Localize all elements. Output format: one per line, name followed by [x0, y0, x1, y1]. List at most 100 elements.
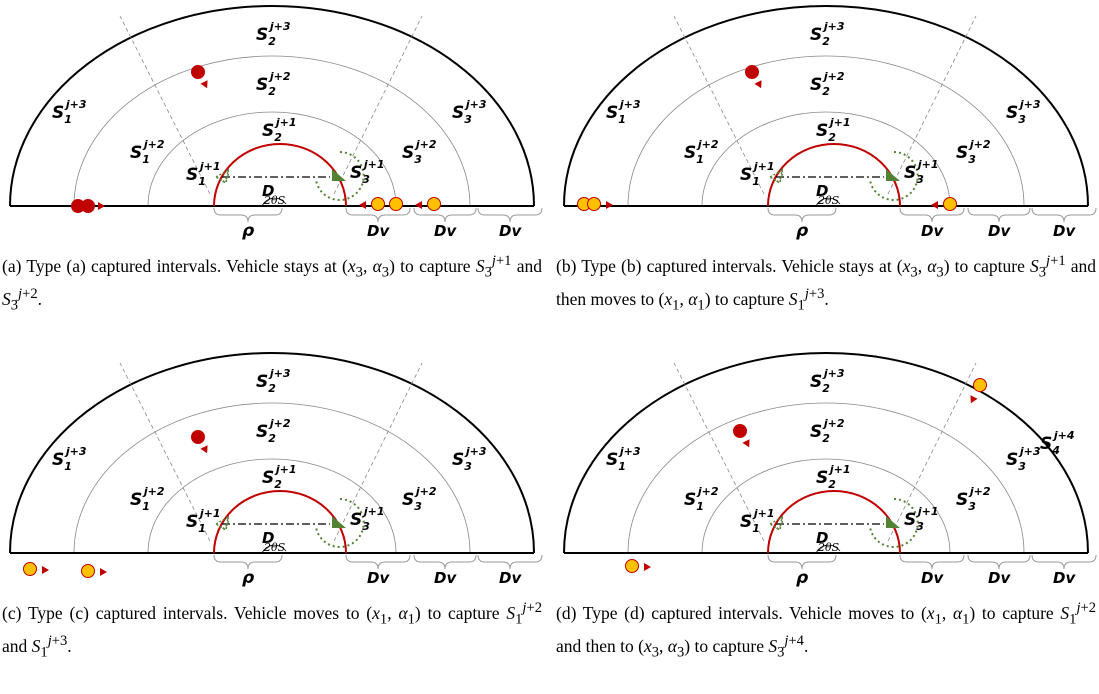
label-s2-middle: S2j+2	[810, 70, 845, 98]
figure-panel-c: S1j+3 S2j+3 S3j+3 S1j+2 S2j+2 S3j+2 S1j+1 S2j+1…	[0, 347, 545, 694]
label-s3-outer: S3j+3	[1006, 445, 1041, 473]
target-1	[191, 65, 205, 79]
label-s3-inner: S3j+1	[350, 158, 385, 186]
sector-line-right	[333, 15, 423, 195]
ring-outer	[73, 402, 471, 554]
target-arrow-6	[415, 201, 422, 209]
label-s2-middle: S2j+2	[810, 417, 845, 445]
target-1	[733, 424, 747, 438]
label-dv-3: Dv	[499, 569, 522, 587]
target-arrow-2	[970, 395, 978, 404]
label-s1-inner: S1j+1	[186, 160, 221, 188]
label-s1-middle: S1j+2	[684, 485, 719, 513]
target-arrow-1	[200, 80, 208, 89]
label-angle: 2θS	[263, 194, 286, 207]
label-rho: ρ	[242, 568, 254, 588]
target-arrow-4	[359, 201, 366, 209]
brace-dv-2	[413, 554, 477, 570]
sector-line-left	[673, 362, 765, 542]
rotation-icon	[869, 151, 919, 201]
target-4	[371, 197, 385, 211]
label-s3-middle: S3j+2	[402, 485, 437, 513]
sector-line-right	[887, 362, 977, 542]
angle-arc	[815, 197, 841, 207]
diagram-c: S1j+3 S2j+3 S3j+3 S1j+2 S2j+2 S3j+2 S1j+1 S2j+1…	[9, 352, 543, 588]
caption-a: (a) Type (a) captured intervals. Vehicle…	[2, 253, 542, 314]
vehicle-icon	[886, 169, 900, 181]
vehicle-icon	[332, 169, 346, 181]
caption-b: (b) Type (b) captured intervals. Vehicle…	[556, 253, 1096, 314]
brace-dv-3	[477, 207, 543, 223]
label-rho: ρ	[796, 568, 808, 588]
diagram-a: S1j+3 S2j+3 S3j+3 S1j+2 S2j+2 S3j+2 S1j+1 S2j+1…	[9, 5, 543, 241]
rotation-icon	[869, 498, 919, 548]
label-s1-outer: S1j+3	[52, 445, 87, 473]
label-dv-2: Dv	[988, 569, 1011, 587]
label-s2-inner: S2j+1	[262, 463, 297, 491]
brace-dv-3	[1031, 554, 1097, 570]
caption-c: (c) Type (c) captured intervals. Vehicle…	[2, 600, 542, 661]
sector-line-left	[119, 362, 211, 542]
brace-rho	[767, 554, 837, 570]
brace-dv-1	[345, 207, 411, 223]
ring-middle	[701, 111, 951, 207]
target-1	[745, 65, 759, 79]
label-s2-middle: S2j+2	[256, 417, 291, 445]
label-s1-outer: S1j+3	[606, 445, 641, 473]
label-s1-middle: S1j+2	[130, 138, 165, 166]
target-3	[81, 199, 95, 213]
rotation-small-icon	[221, 516, 230, 530]
label-dv-2: Dv	[434, 569, 457, 587]
rotation-icon	[315, 151, 365, 201]
brace-dv-2	[413, 207, 477, 223]
figure-panel-a: S1j+3 S2j+3 S3j+3 S1j+2 S2j+2 S3j+2 S1j+1 S2j+1…	[0, 0, 545, 347]
diagram-d: S1j+3 S2j+3 S3j+3 S1j+2 S2j+2 S3j+2 S1j+1 S2j+1…	[563, 352, 1097, 588]
target-3	[81, 564, 95, 578]
caption-d: (d) Type (d) captured intervals. Vehicle…	[556, 600, 1097, 661]
angle-arc	[815, 544, 841, 554]
vehicle-icon	[886, 516, 900, 528]
target-arrow-1	[200, 445, 208, 454]
ring-outer	[627, 402, 1025, 554]
outer-boundary	[9, 5, 535, 207]
rotation-small-icon	[775, 516, 784, 530]
target-3	[587, 197, 601, 211]
target-5	[389, 197, 403, 211]
sector-line-left	[119, 15, 211, 195]
label-dv-3: Dv	[499, 222, 522, 240]
label-d: D	[262, 529, 274, 547]
vehicle-ghost-icon	[768, 168, 783, 185]
ring-outer	[73, 55, 471, 207]
label-angle: 2θS	[263, 541, 286, 554]
label-s1-inner: S1j+1	[740, 160, 775, 188]
label-s2-middle: S2j+2	[256, 70, 291, 98]
rotation-icon	[315, 498, 365, 548]
label-s2-inner: S2j+1	[816, 116, 851, 144]
label-s1-outer: S1j+3	[606, 98, 641, 126]
label-d: D	[816, 529, 828, 547]
label-rho: ρ	[796, 221, 808, 241]
ring-middle	[147, 458, 397, 554]
figure-panel-d: S1j+3 S2j+3 S3j+3 S1j+2 S2j+2 S3j+2 S1j+1 S2j+1…	[554, 347, 1099, 694]
brace-dv-1	[899, 207, 965, 223]
label-angle: 2θS	[817, 194, 840, 207]
label-s2-inner: S2j+1	[262, 116, 297, 144]
rotation-small-icon	[221, 169, 230, 183]
brace-dv-1	[345, 554, 411, 570]
label-s3-inner: S3j+1	[904, 158, 939, 186]
ring-middle	[701, 458, 951, 554]
target-6	[427, 197, 441, 211]
label-dv-1: Dv	[921, 222, 944, 240]
target-arrow-4	[931, 201, 938, 209]
vehicle-ghost-icon	[214, 515, 229, 532]
target-1	[191, 430, 205, 444]
vehicle-ghost-icon	[768, 515, 783, 532]
label-s1-inner: S1j+1	[186, 507, 221, 535]
label-s2-outer: S2j+3	[256, 20, 291, 48]
brace-rho	[213, 207, 283, 223]
target-2	[23, 562, 37, 576]
label-d: D	[262, 182, 274, 200]
sector-line-left	[673, 15, 765, 195]
brace-dv-3	[477, 554, 543, 570]
angle-arc	[261, 544, 287, 554]
